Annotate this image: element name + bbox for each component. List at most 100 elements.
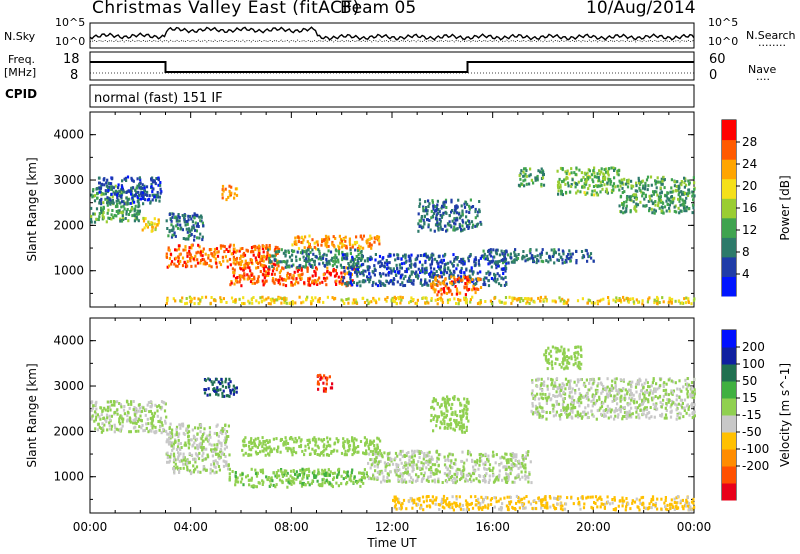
- chart-title: Christmas Valley East (fitACF): [92, 0, 360, 18]
- velocity-colorbar-tick-6: -100: [742, 442, 769, 456]
- noise-tick-low-right: 10^0: [708, 35, 739, 48]
- noise-tick-low: 10^0: [55, 35, 86, 48]
- power-region-15: [618, 175, 696, 215]
- power-colorbar-tick-6: 28: [742, 135, 757, 149]
- cpid-panel-frame: [89, 84, 695, 108]
- freq-trace: [90, 61, 694, 73]
- power-colorbar-tick-0: 4: [742, 267, 750, 281]
- velocity-region-2: [203, 377, 238, 398]
- power-region-14: [556, 166, 621, 197]
- velocity-region-8: [530, 377, 696, 421]
- velocity-colorbar-tick-0: 200: [742, 340, 765, 354]
- power-y-tick-1: 2000: [53, 218, 84, 232]
- nsearch-label: N.Search: [746, 29, 796, 42]
- power-region-7: [291, 234, 381, 251]
- velocity-region-10: [316, 373, 334, 393]
- freq-unit: [MHz]: [4, 66, 37, 79]
- freq-label: Freq.: [8, 53, 36, 66]
- velocity-colorbar-tick-4: -15: [742, 408, 762, 422]
- power-colorbar-segment: [722, 217, 736, 238]
- velocity-region-7: [429, 395, 470, 434]
- power-colorbar-segment: [722, 120, 736, 141]
- power-region-1: [97, 175, 163, 206]
- nave-tick-high: 60: [709, 52, 726, 67]
- nsearch-dots: ........: [758, 36, 786, 49]
- velocity-colorbar-segment: [722, 381, 736, 399]
- velocity-region-0: [90, 399, 168, 435]
- velocity-colorbar-segment: [722, 466, 736, 484]
- velocity-colorbar-tick-5: -50: [742, 425, 762, 439]
- velocity-region-5: [367, 449, 533, 485]
- velocity-region-3: [241, 436, 382, 457]
- power-y-tick-0: 1000: [53, 264, 84, 278]
- power-colorbar-label: Power [dB]: [778, 175, 792, 240]
- velocity-colorbar-label: Velocity [m s^-1]: [778, 363, 792, 467]
- velocity-y-tick-3: 4000: [53, 334, 84, 348]
- velocity-colorbar-segment: [722, 347, 736, 365]
- power-region-3: [165, 243, 281, 269]
- nave-dots: ....: [756, 70, 770, 83]
- power-colorbar-tick-4: 20: [742, 179, 757, 193]
- x-tick-0: 00:00: [73, 520, 108, 534]
- power-y-tick-2: 3000: [53, 173, 84, 187]
- noise-panel-frame: [89, 22, 695, 49]
- power-region-4: [165, 212, 205, 242]
- velocity-colorbar-segment: [722, 364, 736, 382]
- power-colorbar-segment: [722, 159, 736, 180]
- power-colorbar-segment: [722, 178, 736, 199]
- power-colorbar-segment: [722, 276, 736, 297]
- freq-tick-high: 18: [63, 52, 80, 67]
- power-region-13: [517, 167, 546, 188]
- velocity-region-4: [228, 467, 369, 489]
- noise-tick-high-right: 10^5: [708, 16, 739, 29]
- nsearch-trace: [89, 39, 695, 43]
- power-y-axis-label: Slant Range [km]: [25, 157, 39, 261]
- velocity-region-6: [392, 494, 696, 512]
- velocity-y-tick-1: 2000: [53, 424, 84, 438]
- beam-label: Beam 05: [340, 0, 417, 18]
- x-axis-label: Time UT: [366, 536, 417, 550]
- power-region-16: [165, 295, 696, 306]
- cpid-label: CPID: [5, 87, 38, 101]
- velocity-colorbar-segment: [722, 432, 736, 450]
- power-region-12: [481, 248, 595, 265]
- velocity-colorbar-tick-1: 100: [742, 357, 765, 371]
- power-region-10: [430, 275, 483, 297]
- x-tick-4: 16:00: [475, 520, 510, 534]
- x-tick-1: 04:00: [173, 520, 208, 534]
- power-colorbar-segment: [722, 256, 736, 277]
- velocity-colorbar-segment: [722, 449, 736, 467]
- power-colorbar-tick-1: 8: [742, 245, 750, 259]
- velocity-y-axis-label: Slant Range [km]: [25, 363, 39, 467]
- x-tick-3: 12:00: [375, 520, 410, 534]
- velocity-colorbar-segment: [722, 415, 736, 433]
- power-region-8: [267, 248, 369, 270]
- freq-panel-frame: [89, 51, 695, 81]
- freq-tick-low: 8: [70, 68, 79, 83]
- power-colorbar-segment: [722, 237, 736, 258]
- cpid-value: normal (fast) 151 IF: [94, 91, 223, 106]
- x-tick-5: 20:00: [576, 520, 611, 534]
- date-label: 10/Aug/2014: [586, 0, 696, 18]
- power-colorbar-tick-5: 24: [742, 157, 757, 171]
- velocity-region-9: [543, 345, 583, 371]
- power-region-11: [417, 198, 483, 233]
- power-colorbar-segment: [722, 198, 736, 219]
- nsky-trace: [89, 26, 695, 41]
- velocity-colorbar-tick-7: -200: [742, 459, 769, 473]
- velocity-colorbar-segment: [722, 398, 736, 416]
- velocity-y-tick-2: 3000: [53, 379, 84, 393]
- noise-tick-high: 10^5: [55, 16, 86, 29]
- velocity-colorbar-segment: [722, 483, 736, 501]
- nsky-label: N.Sky: [4, 30, 36, 43]
- nave-label: Nave: [748, 63, 777, 76]
- nave-tick-low: 0: [709, 68, 718, 83]
- power-colorbar-tick-2: 12: [742, 223, 757, 237]
- power-colorbar-tick-3: 16: [742, 201, 757, 215]
- power-region-2: [141, 216, 160, 233]
- power-region-5: [221, 184, 239, 202]
- velocity-region-1: [165, 422, 231, 476]
- power-colorbar-segment: [722, 139, 736, 160]
- x-tick-6: 00:00: [677, 520, 712, 534]
